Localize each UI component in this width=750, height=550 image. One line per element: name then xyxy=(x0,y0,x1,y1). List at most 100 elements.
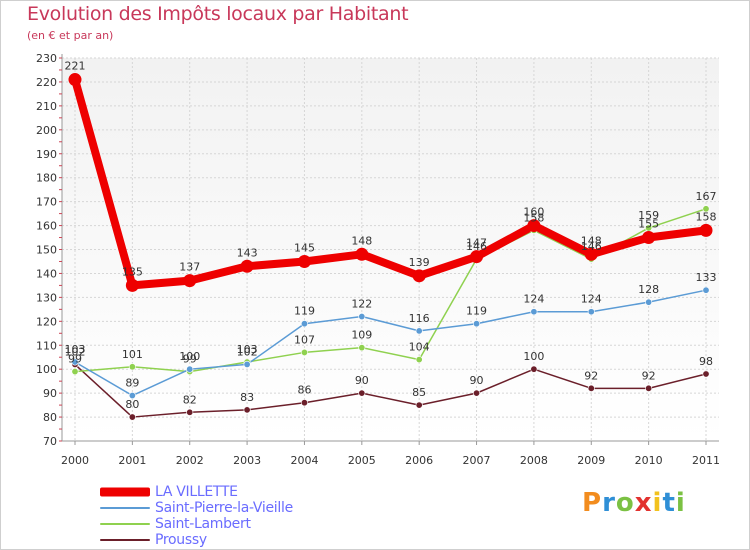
data-point xyxy=(587,308,595,316)
series-line xyxy=(74,289,707,397)
data-label: 139 xyxy=(409,256,430,269)
data-point xyxy=(358,313,366,321)
data-label: 109 xyxy=(351,329,372,342)
data-point xyxy=(412,269,426,283)
data-point xyxy=(527,219,541,233)
series-line xyxy=(74,363,707,418)
data-point xyxy=(358,389,366,397)
y-tick-label: 70 xyxy=(43,435,57,448)
data-label: 99 xyxy=(68,353,82,366)
data-point xyxy=(128,363,136,371)
legend-label: Saint-Pierre-la-Vieille xyxy=(155,500,293,516)
data-label: 124 xyxy=(581,293,602,306)
legend-label: LA VILLETTE xyxy=(155,484,238,500)
data-label: 155 xyxy=(638,218,659,231)
data-point xyxy=(645,298,653,306)
chart-subtitle: (en € et par an) xyxy=(27,29,114,42)
data-point xyxy=(470,250,484,264)
data-point xyxy=(300,348,308,356)
y-tick-label: 100 xyxy=(36,363,57,376)
x-tick-label: 2011 xyxy=(692,454,720,467)
data-label: 133 xyxy=(696,271,717,284)
data-label: 90 xyxy=(470,374,484,387)
data-label: 221 xyxy=(65,60,86,73)
y-tick-label: 190 xyxy=(36,148,57,161)
data-label: 160 xyxy=(523,206,544,219)
data-point xyxy=(71,368,79,376)
legend-item: Saint-Pierre-la-Vieille xyxy=(100,500,293,516)
data-point xyxy=(243,406,251,414)
legend-item: Saint-Lambert xyxy=(100,516,293,532)
data-point xyxy=(68,73,82,87)
data-label: 100 xyxy=(179,350,200,363)
y-tick-label: 160 xyxy=(36,220,57,233)
data-point xyxy=(587,384,595,392)
x-tick-label: 2002 xyxy=(176,454,204,467)
data-label: 101 xyxy=(122,348,143,361)
x-tick-label: 2005 xyxy=(348,454,376,467)
x-tick-label: 2000 xyxy=(61,454,89,467)
data-label: 99 xyxy=(183,353,197,366)
data-point xyxy=(415,327,423,335)
y-tick-label: 90 xyxy=(43,387,57,400)
legend-label: Proussy xyxy=(155,532,207,548)
chart-title: Evolution des Impôts locaux par Habitant xyxy=(27,3,409,25)
data-point xyxy=(186,408,194,416)
data-label: 137 xyxy=(179,261,200,274)
logo-letter: t xyxy=(662,488,676,518)
data-label: 146 xyxy=(466,240,487,253)
data-label: 82 xyxy=(183,393,197,406)
legend-item: Proussy xyxy=(100,532,293,548)
data-label: 148 xyxy=(581,234,602,247)
data-label: 104 xyxy=(409,341,430,354)
data-label: 119 xyxy=(466,305,487,318)
data-label: 159 xyxy=(638,209,659,222)
data-point xyxy=(297,254,311,268)
x-tick-label: 2010 xyxy=(635,454,663,467)
data-point xyxy=(243,360,251,368)
data-label: 85 xyxy=(412,386,426,399)
y-tick-label: 130 xyxy=(36,291,57,304)
data-point xyxy=(699,223,713,237)
data-point xyxy=(300,399,308,407)
legend-swatch xyxy=(100,487,150,497)
legend-swatch xyxy=(100,523,150,525)
y-tick-label: 220 xyxy=(36,76,57,89)
data-point xyxy=(415,401,423,409)
data-label: 128 xyxy=(638,283,659,296)
proxiti-logo: Proxiti xyxy=(582,488,686,518)
y-tick-label: 110 xyxy=(36,339,57,352)
y-tick-label: 230 xyxy=(36,52,57,65)
data-label: 116 xyxy=(409,312,430,325)
data-point xyxy=(183,274,197,288)
data-label: 135 xyxy=(122,265,143,278)
y-tick-label: 170 xyxy=(36,196,57,209)
data-label: 124 xyxy=(523,293,544,306)
logo-letter: o xyxy=(615,488,635,518)
data-label: 92 xyxy=(642,369,656,382)
data-point xyxy=(530,365,538,373)
data-label: 146 xyxy=(581,240,602,253)
data-point xyxy=(702,370,710,378)
data-point xyxy=(128,392,136,400)
data-point xyxy=(473,389,481,397)
data-point xyxy=(186,365,194,373)
logo-letter: i xyxy=(652,488,663,518)
x-tick-label: 2009 xyxy=(577,454,605,467)
logo-letter: i xyxy=(675,488,686,518)
data-label: 143 xyxy=(237,246,258,259)
x-tick-label: 2003 xyxy=(233,454,261,467)
y-tick-label: 200 xyxy=(36,124,57,137)
logo-letter: x xyxy=(634,488,653,518)
data-point xyxy=(415,356,423,364)
data-point xyxy=(702,286,710,294)
x-tick-label: 2001 xyxy=(118,454,146,467)
data-label: 107 xyxy=(294,333,315,346)
x-tick-label: 2004 xyxy=(290,454,318,467)
y-tick-label: 120 xyxy=(36,315,57,328)
data-label: 89 xyxy=(125,377,139,390)
data-label: 145 xyxy=(294,241,315,254)
legend-swatch xyxy=(100,507,150,509)
data-point xyxy=(300,320,308,328)
